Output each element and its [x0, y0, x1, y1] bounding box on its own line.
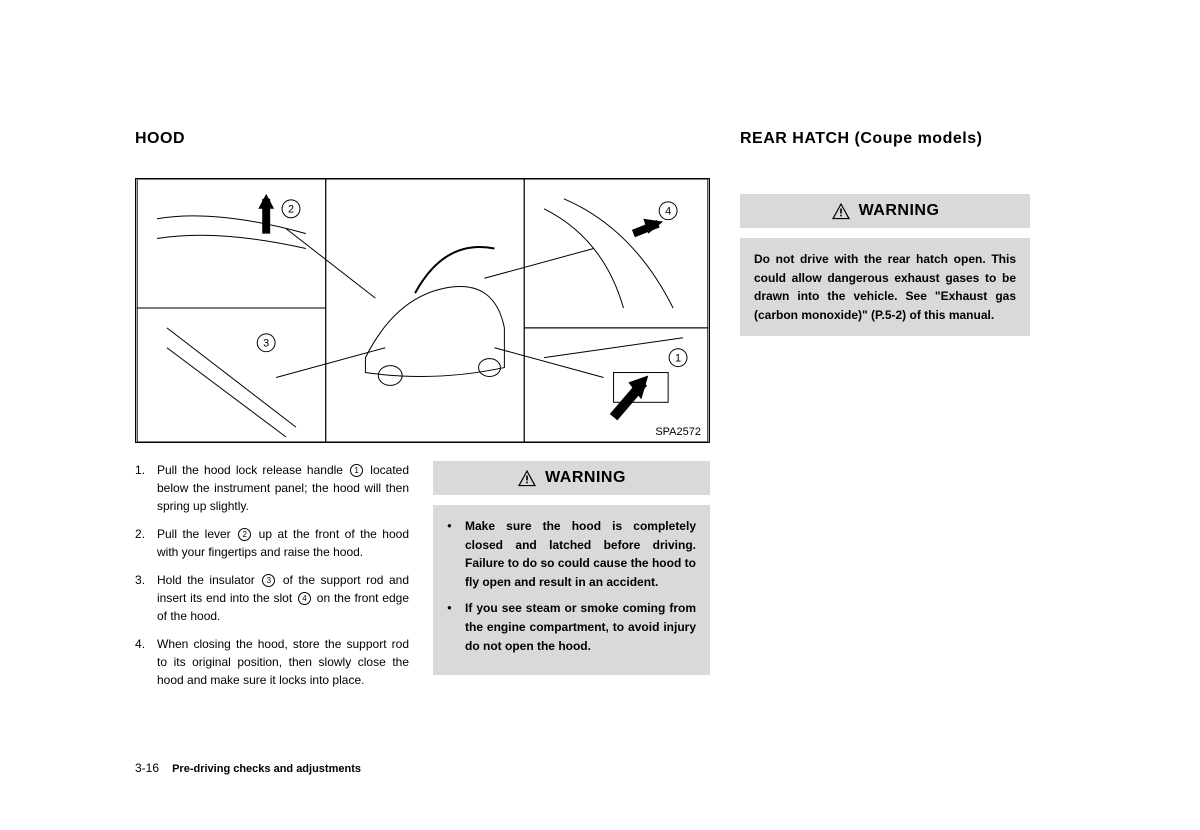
- instruction-2-text-a: Pull the lever: [157, 527, 236, 541]
- hood-figure: 2 3 4 1: [135, 178, 710, 443]
- callout-4-icon: 4: [298, 592, 311, 605]
- hood-warning-title: WARNING: [545, 469, 626, 487]
- hood-warning-body: Make sure the hood is completely closed …: [433, 505, 710, 675]
- page-columns: HOOD 2 3 4: [135, 130, 1090, 699]
- warning-triangle-icon: [831, 202, 851, 220]
- hood-instructions: Pull the hood lock release handle 1 loca…: [135, 461, 409, 699]
- hood-warning-column: WARNING Make sure the hood is completely…: [433, 461, 710, 699]
- callout-2-icon: 2: [238, 528, 251, 541]
- instruction-1-text-a: Pull the hood lock release handle: [157, 463, 348, 477]
- instructions-and-warning: Pull the hood lock release handle 1 loca…: [135, 461, 710, 699]
- rear-hatch-warning-container: WARNING Do not drive with the rear hatch…: [740, 194, 1030, 336]
- rear-hatch-warning-text: Do not drive with the rear hatch open. T…: [754, 250, 1016, 324]
- instruction-4-text: When closing the hood, store the support…: [157, 637, 409, 687]
- callout-1-icon: 1: [350, 464, 363, 477]
- rear-hatch-heading: REAR HATCH (Coupe models): [740, 130, 1030, 148]
- left-column: HOOD 2 3 4: [135, 130, 710, 699]
- figure-label: SPA2572: [655, 426, 701, 438]
- svg-text:1: 1: [675, 353, 681, 365]
- footer-section-title: Pre-driving checks and adjustments: [172, 763, 361, 775]
- instruction-3-text-a: Hold the insulator: [157, 573, 260, 587]
- svg-text:3: 3: [263, 338, 269, 350]
- instruction-3: Hold the insulator 3 of the support rod …: [135, 571, 409, 625]
- rear-hatch-warning-header: WARNING: [740, 194, 1030, 228]
- instruction-2: Pull the lever 2 up at the front of the …: [135, 525, 409, 561]
- instruction-4: When closing the hood, store the support…: [135, 635, 409, 689]
- rear-hatch-warning-title: WARNING: [859, 202, 940, 220]
- right-column: REAR HATCH (Coupe models) WARNING Do not…: [740, 130, 1030, 699]
- callout-3-icon: 3: [262, 574, 275, 587]
- hood-warning-header: WARNING: [433, 461, 710, 495]
- hood-warning-bullet-1: Make sure the hood is completely closed …: [447, 517, 696, 591]
- page-footer: 3-16 Pre-driving checks and adjustments: [135, 761, 361, 775]
- svg-text:4: 4: [665, 206, 671, 218]
- page-number: 3-16: [135, 761, 159, 775]
- svg-text:2: 2: [288, 204, 294, 216]
- hood-warning-bullet-2: If you see steam or smoke coming from th…: [447, 599, 696, 655]
- warning-triangle-icon: [517, 469, 537, 487]
- rear-hatch-warning-body: Do not drive with the rear hatch open. T…: [740, 238, 1030, 336]
- instruction-1: Pull the hood lock release handle 1 loca…: [135, 461, 409, 515]
- hood-heading: HOOD: [135, 130, 710, 148]
